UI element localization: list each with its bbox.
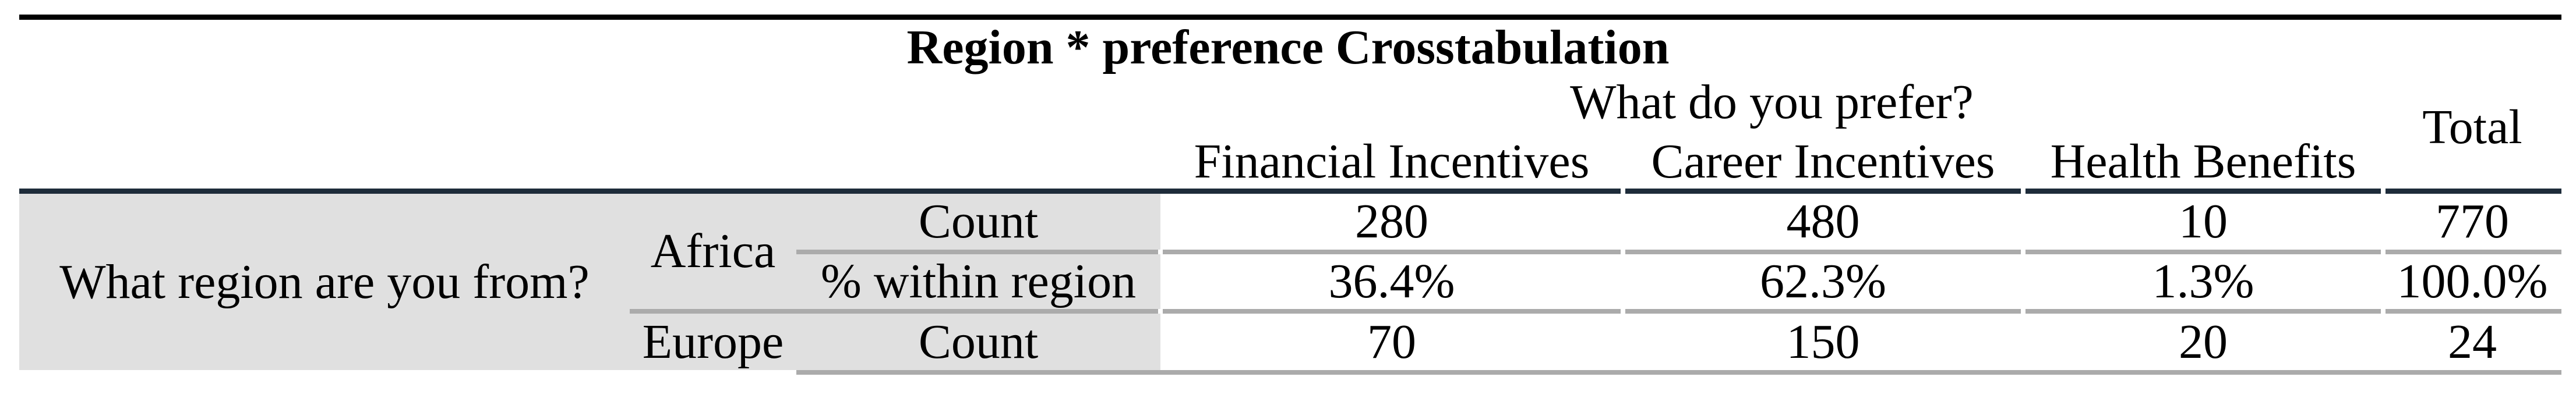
column-boundary-gap — [2021, 250, 2025, 254]
data-cell-africa-percent-financial: 36.4% — [1328, 254, 1455, 308]
column-boundary-gap — [2381, 309, 2386, 314]
column-boundary-gap — [2021, 189, 2025, 194]
column-boundary-gap — [1621, 250, 1625, 254]
column-boundary-gap — [1621, 189, 1625, 194]
stat-label-africa-percent: % within region — [820, 254, 1137, 308]
row-separator — [630, 309, 2561, 314]
region-africa-background — [630, 194, 796, 309]
stat-label-background — [796, 194, 1160, 370]
column-boundary-gap — [1621, 309, 1625, 314]
column-header-health-benefits: Health Benefits — [2050, 134, 2356, 189]
bottom-rule — [796, 370, 2561, 375]
stat-label-europe-count: Count — [918, 314, 1039, 369]
data-cell-africa-count-health: 10 — [2179, 194, 2228, 248]
header-rule — [19, 189, 2561, 194]
column-boundary-gap — [2021, 309, 2025, 314]
preference-group-header: What do you prefer? — [1570, 75, 1974, 129]
column-boundary-gap — [2381, 250, 2386, 254]
data-cell-europe-count-health: 20 — [2179, 314, 2228, 369]
column-header-total: Total — [2422, 100, 2522, 154]
row-separator — [796, 250, 2561, 254]
data-cell-africa-percent-health: 1.3% — [2152, 254, 2254, 308]
column-header-financial-incentives: Financial Incentives — [1194, 134, 1590, 189]
data-cell-africa-count-career: 480 — [1786, 194, 1860, 248]
data-cell-europe-count-total: 24 — [2448, 314, 2497, 369]
top-rule — [19, 15, 2561, 20]
column-header-career-incentives: Career Incentives — [1651, 134, 1995, 189]
table-title: Region * preference Crosstabulation — [906, 20, 1670, 74]
data-cell-europe-count-financial: 70 — [1367, 314, 1416, 369]
data-cell-europe-count-career: 150 — [1786, 314, 1860, 369]
region-label-europe: Europe — [642, 314, 784, 369]
data-cell-africa-percent-career: 62.3% — [1760, 254, 1886, 308]
region-europe-background — [630, 314, 796, 370]
stat-label-africa-count: Count — [918, 194, 1039, 248]
column-boundary-gap — [1158, 309, 1163, 314]
region-label-africa: Africa — [650, 224, 776, 278]
data-cell-africa-count-total: 770 — [2436, 194, 2509, 248]
row-dimension-background — [19, 194, 630, 370]
data-cell-africa-percent-total: 100.0% — [2397, 254, 2548, 308]
column-boundary-gap — [1158, 250, 1163, 254]
column-boundary-gap — [2381, 189, 2386, 194]
data-cell-africa-count-financial: 280 — [1355, 194, 1428, 248]
row-dimension-label: What region are you from? — [59, 254, 590, 309]
